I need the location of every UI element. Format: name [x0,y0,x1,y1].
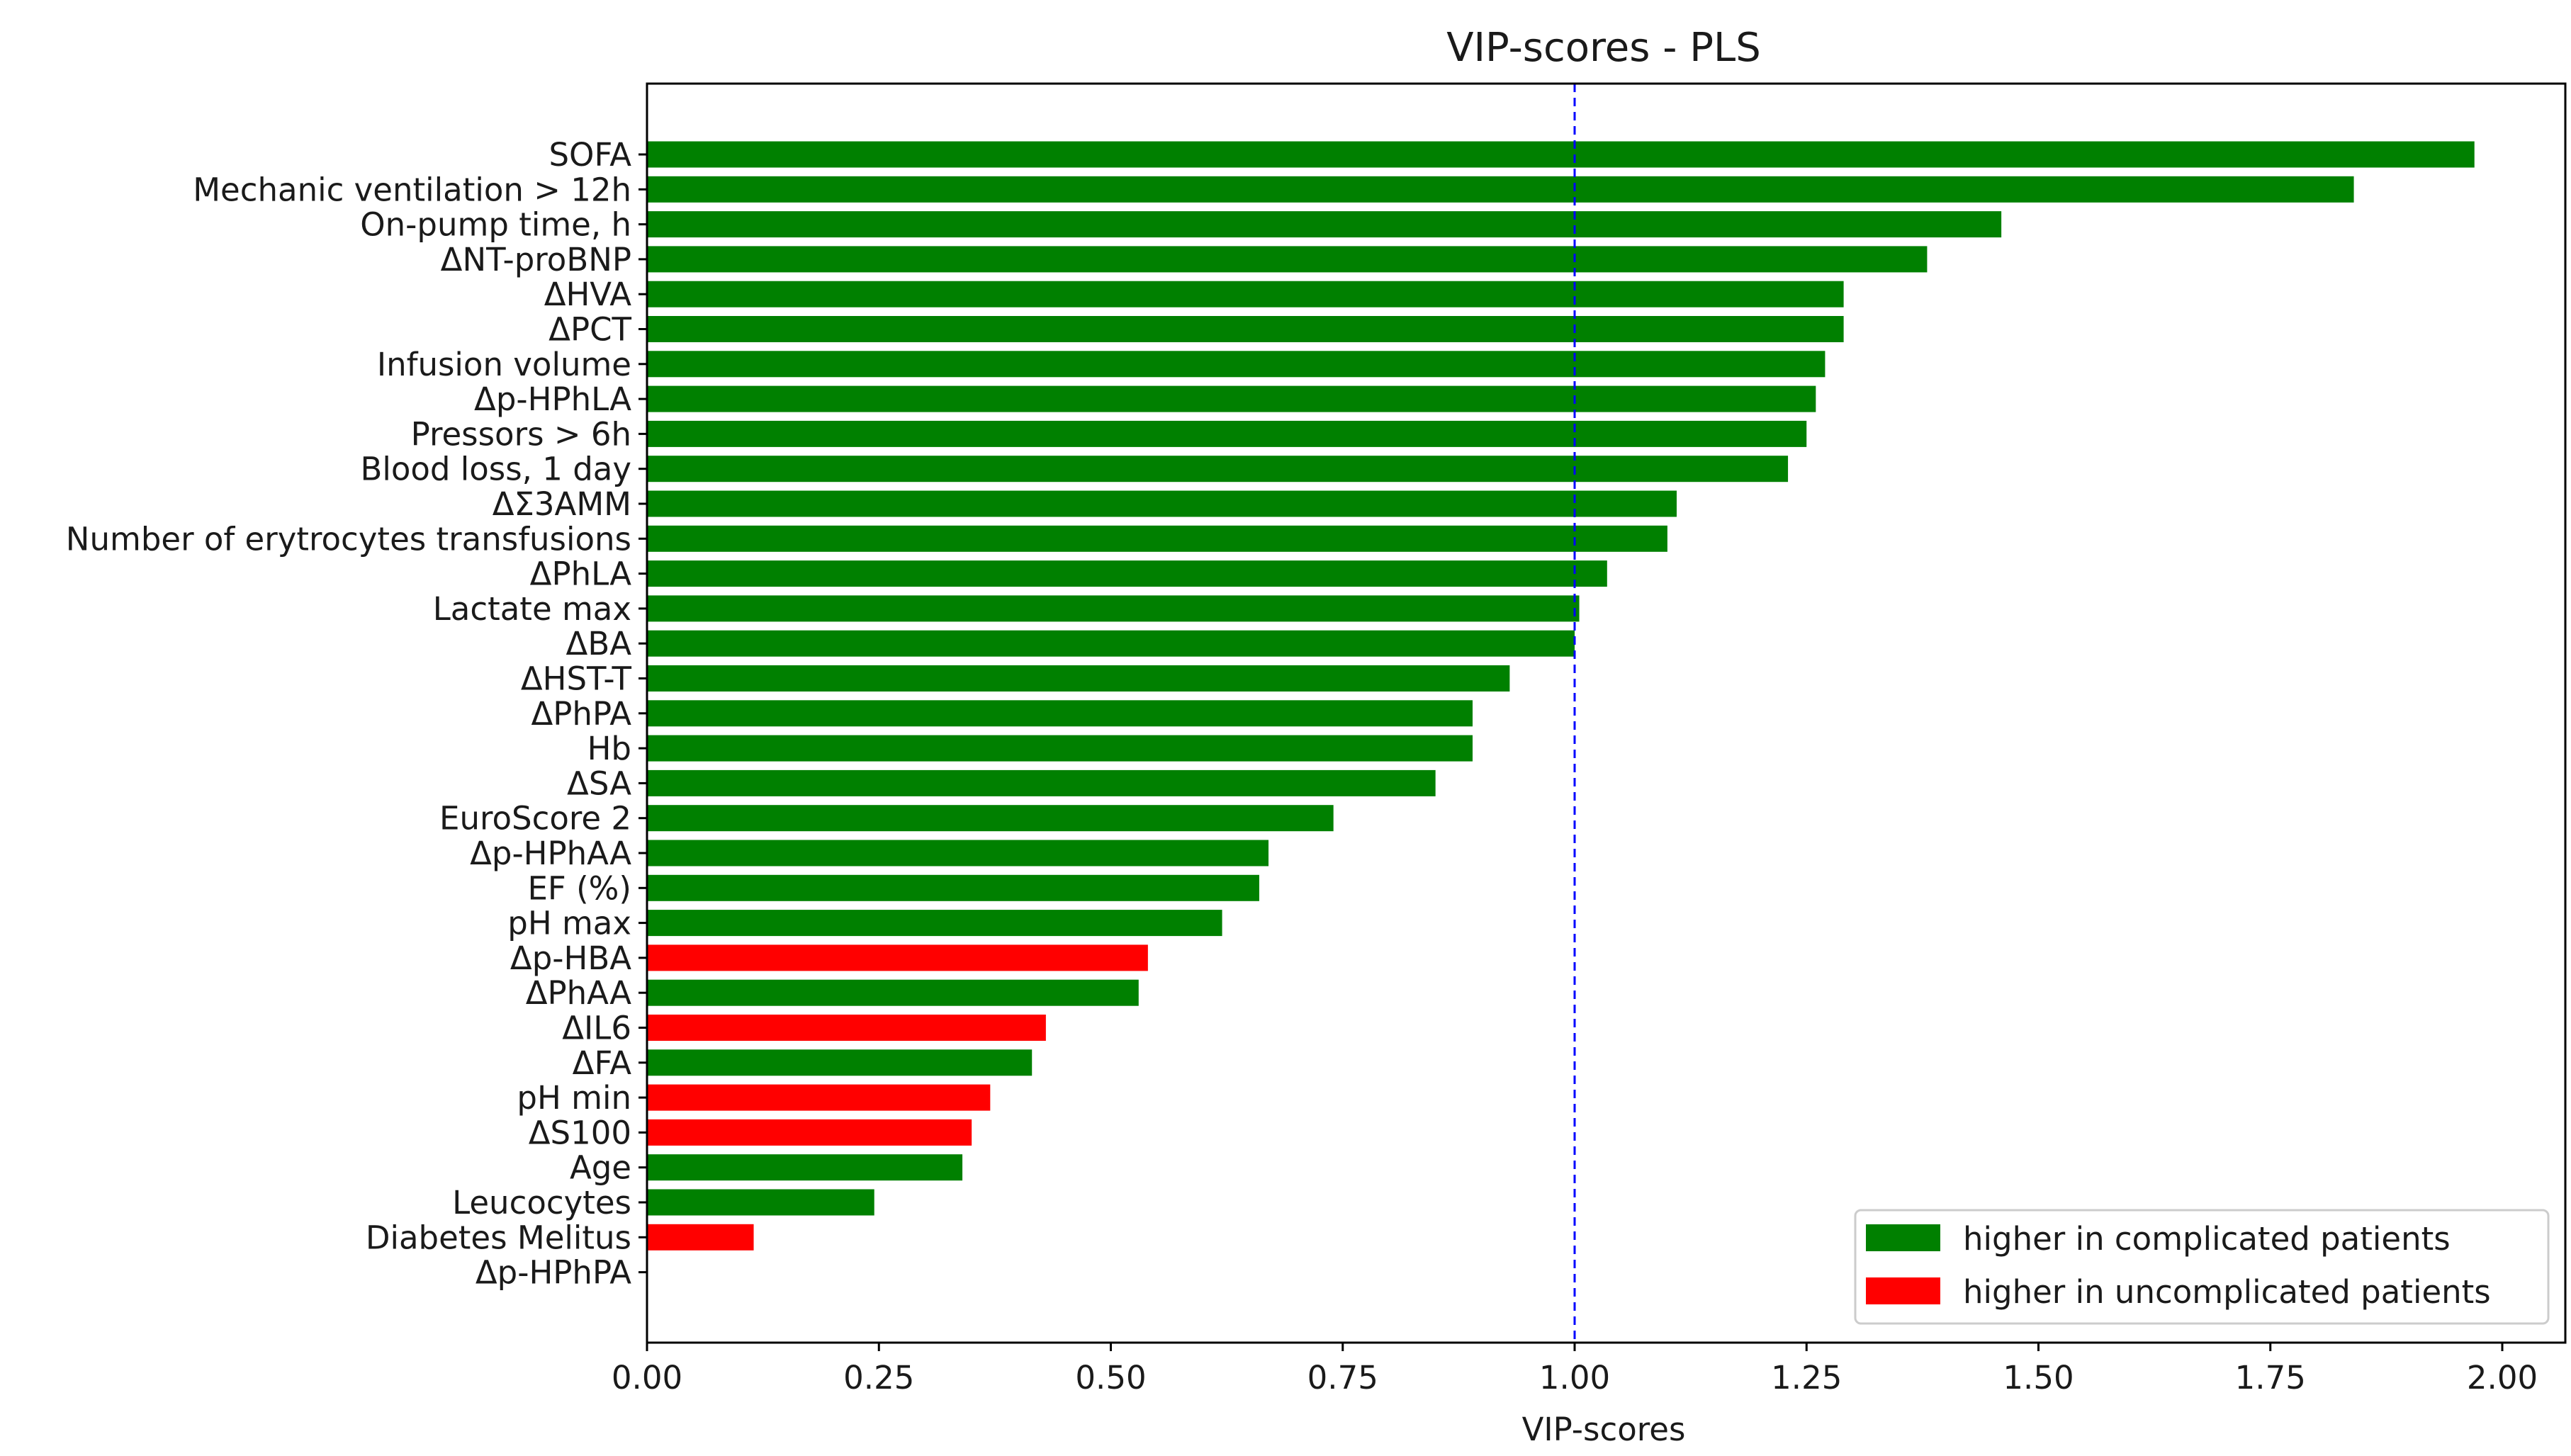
y-tick-label: Leucocytes [452,1184,631,1221]
y-tick-label: ΔPCT [548,311,631,349]
bars-layer [647,141,2475,1251]
bar-row-26 [647,1049,1033,1076]
y-tick-label: Infusion volume [377,346,631,383]
bar-row-17 [647,735,1473,762]
bar-row-9 [647,456,1789,482]
bar-row-18 [647,769,1436,796]
x-tick-label: 1.75 [2235,1359,2306,1396]
y-tick-label: ΔIL6 [562,1010,631,1047]
y-tick-label: Mechanic ventilation > 12h [193,171,631,208]
legend-swatch-lower [1866,1277,1940,1304]
x-tick-label: 1.00 [1539,1359,1610,1396]
x-axis: 0.00 0.25 0.50 0.75 1.00 1.25 1.50 1.75 2.00 [612,1343,2538,1396]
bar-row-30 [647,1189,874,1216]
y-tick-label: Lactate max [433,590,631,628]
y-tick-label: ΔFA [573,1044,632,1082]
y-tick-label: ΔPhAA [526,974,631,1012]
bar-row-31 [647,1224,754,1251]
bar-row-2 [647,211,2002,238]
y-tick-label: ΔPhLA [530,555,632,593]
bar-row-28 [647,1119,972,1146]
y-tick-label: Number of erytrocytes transfusions [66,520,631,558]
x-tick-label: 0.75 [1307,1359,1378,1396]
y-tick-label: Age [570,1149,631,1187]
legend-frame [1854,1209,2550,1325]
bar-row-6 [647,351,1825,378]
bar-row-3 [647,246,1928,273]
y-tick-label: ΔHVA [544,276,632,313]
y-tick-label: Δp-HPhAA [470,835,631,872]
y-tick-label: ΔBA [566,625,632,662]
y-tick-label: Δp-HBA [510,939,631,977]
legend-swatch-higher [1866,1224,1940,1251]
bar-row-5 [647,316,1844,342]
y-tick-label: Diabetes Melitus [366,1219,631,1256]
bar-row-1 [647,176,2354,203]
bar-row-16 [647,700,1473,727]
bar-row-4 [647,281,1844,307]
y-tick-label: Δp-HPhPA [476,1254,631,1292]
bar-row-7 [647,385,1816,412]
x-tick-label: 1.25 [1771,1359,1842,1396]
y-tick-label: EF (%) [528,869,632,907]
y-tick-label: pH min [517,1079,631,1117]
y-tick-label: ΔHST-T [521,660,632,698]
bar-row-23 [647,944,1148,971]
bar-row-13 [647,595,1580,622]
bar-row-14 [647,630,1575,657]
y-tick-label: On-pump time, h [360,206,631,244]
legend: higher in complicated patients higher in… [1854,1209,2550,1325]
bar-row-15 [647,665,1510,692]
bar-row-21 [647,874,1259,901]
y-tick-label: Hb [587,730,631,767]
y-tick-label: ΔΣ3AMM [493,485,631,523]
bar-row-0 [647,141,2475,168]
bar-row-8 [647,420,1807,447]
x-tick-label: 2.00 [2467,1359,2538,1396]
bar-row-29 [647,1154,963,1181]
y-tick-label: ΔNT-proBNP [441,241,631,278]
x-axis-title: VIP-scores [1522,1411,1686,1448]
y-tick-label: ΔSA [567,764,631,802]
y-tick-label: SOFA [548,136,631,174]
x-tick-label: 0.00 [612,1359,682,1396]
bar-row-11 [647,525,1667,552]
y-tick-label: pH max [507,905,631,942]
y-tick-label: Δp-HPhLA [474,380,631,418]
bar-row-20 [647,840,1269,867]
bar-row-22 [647,910,1222,937]
x-tick-label: 1.50 [2003,1359,2074,1396]
y-tick-label: EuroScore 2 [439,800,631,837]
bar-row-19 [647,805,1334,832]
bar-row-25 [647,1015,1046,1041]
y-tick-label: ΔPhPA [531,695,632,733]
bar-row-10 [647,490,1677,517]
x-tick-label: 0.25 [843,1359,914,1396]
y-tick-label: Blood loss, 1 day [360,451,631,488]
bar-row-24 [647,979,1139,1006]
y-tick-label: Pressors > 6h [411,415,631,453]
bar-row-12 [647,560,1607,587]
chart-title: VIP-scores - PLS [1446,25,1761,71]
legend-label-lower: higher in uncomplicated patients [1963,1273,2491,1311]
legend-label-higher: higher in complicated patients [1963,1220,2451,1258]
bar-row-27 [647,1084,991,1111]
y-tick-label: ΔS100 [529,1114,631,1151]
x-tick-label: 0.50 [1075,1359,1146,1396]
